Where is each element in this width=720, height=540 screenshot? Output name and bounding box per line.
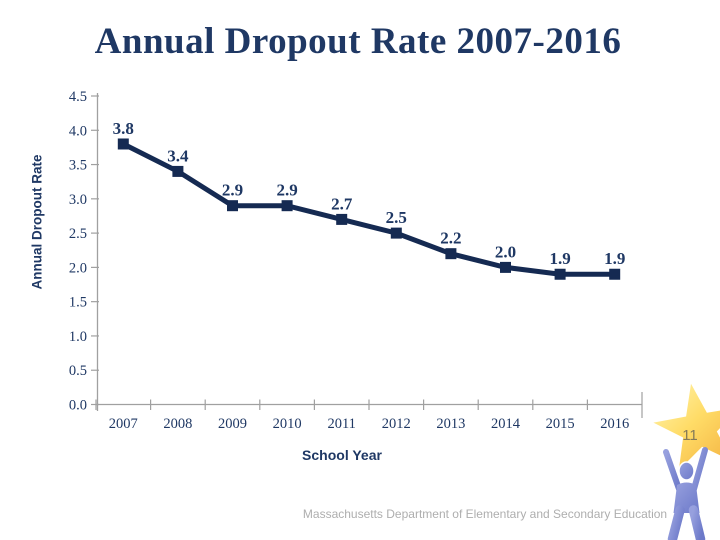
x-axis-title: School Year: [302, 447, 382, 463]
y-tick-label-1.5: 1.5: [69, 295, 87, 311]
y-tick-label-0.0: 0.0: [69, 398, 87, 414]
data-point-2010: [281, 200, 293, 212]
person-head: [678, 461, 695, 481]
x-tick-label-2016: 2016: [600, 416, 629, 432]
y-tick-label-2.0: 2.0: [69, 260, 87, 276]
y-tick-label-4.0: 4.0: [69, 123, 87, 139]
data-point-2015: [554, 268, 566, 280]
x-tick-label-2013: 2013: [436, 416, 465, 432]
x-tick-label-2009: 2009: [218, 416, 247, 432]
data-label-2008: 3.4: [167, 146, 189, 165]
person-left-leg: [667, 505, 685, 540]
data-label-2007: 3.8: [113, 119, 134, 138]
data-label-2015: 1.9: [549, 249, 570, 268]
data-label-2011: 2.7: [331, 194, 353, 213]
person-holding-star-clipart: 11: [653, 383, 720, 540]
person-right-leg: [688, 505, 706, 540]
data-point-2016: [609, 268, 621, 280]
data-label-2012: 2.5: [386, 208, 407, 227]
data-label-2010: 2.9: [276, 181, 297, 200]
data-point-2012: [390, 227, 402, 239]
data-point-2009: [227, 200, 238, 212]
y-tick-label-3.0: 3.0: [69, 192, 87, 208]
data-label-2009: 2.9: [222, 181, 243, 200]
x-tick-label-2011: 2011: [327, 416, 355, 432]
person-icon: [663, 447, 708, 540]
y-axis-title: Annual Dropout Rate: [29, 154, 45, 290]
y-tick-label-2.5: 2.5: [69, 226, 87, 242]
x-tick-label-2014: 2014: [491, 416, 521, 432]
footer-credit: Massachusetts Department of Elementary a…: [302, 507, 668, 521]
page-number: 11: [682, 427, 698, 444]
data-point-2014: [500, 261, 511, 273]
y-tick-label-4.5: 4.5: [69, 89, 87, 105]
series-line: [122, 141, 615, 277]
x-tick-label-2008: 2008: [163, 416, 192, 432]
y-tick-label-1.0: 1.0: [69, 329, 87, 345]
star-icon: [653, 383, 720, 471]
data-label-2013: 2.2: [440, 229, 461, 248]
data-point-2013: [445, 248, 457, 260]
data-label-2016: 1.9: [604, 249, 625, 268]
x-tick-label-2007: 2007: [109, 416, 138, 432]
data-point-2008: [172, 165, 184, 177]
data-point-2007: [117, 138, 129, 150]
data-point-2011: [336, 213, 348, 225]
data-label-2014: 2.0: [495, 242, 516, 261]
x-tick-label-2010: 2010: [273, 416, 302, 432]
page-title: Annual Dropout Rate 2007-2016: [94, 21, 622, 62]
person-right-arm: [691, 447, 708, 492]
y-tick-label-3.5: 3.5: [69, 158, 87, 174]
x-tick-label-2012: 2012: [382, 416, 411, 432]
y-tick-label-0.5: 0.5: [69, 363, 87, 379]
x-tick-label-2015: 2015: [546, 416, 575, 432]
person-left-arm: [663, 449, 682, 492]
